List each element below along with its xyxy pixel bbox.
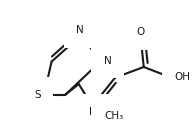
Text: N: N [76, 25, 84, 35]
Text: S: S [34, 90, 41, 100]
Text: O: O [137, 27, 145, 37]
Text: OH: OH [175, 72, 191, 82]
Text: N: N [89, 107, 96, 117]
Text: CH₃: CH₃ [104, 111, 123, 121]
Text: N: N [104, 56, 111, 66]
